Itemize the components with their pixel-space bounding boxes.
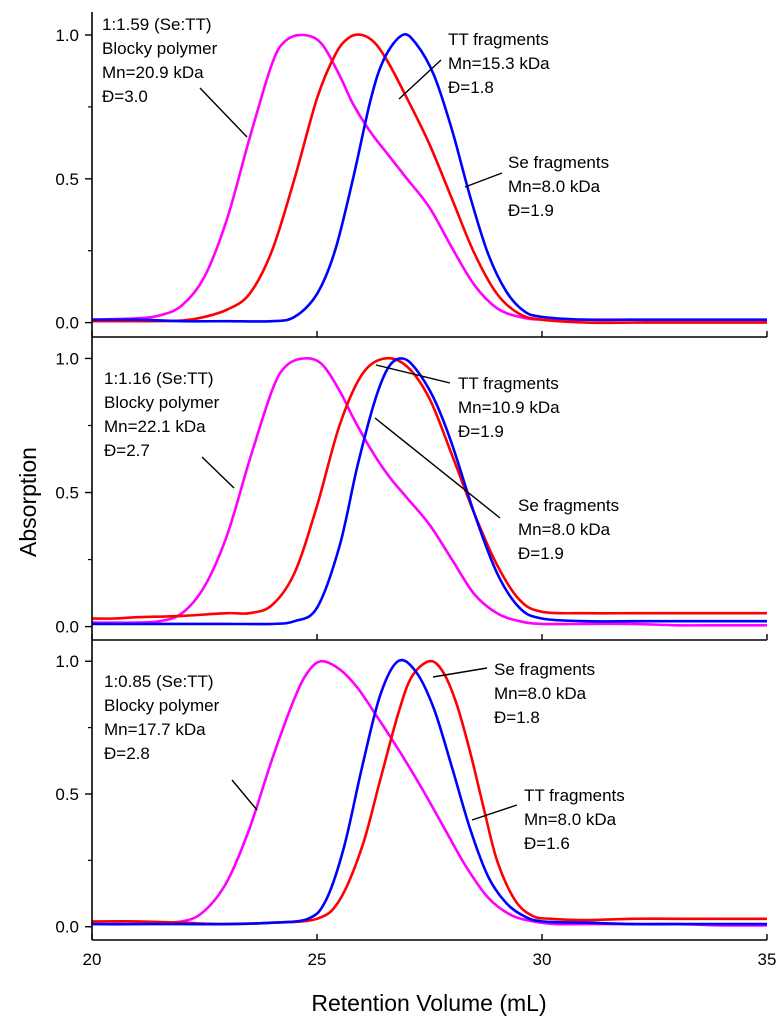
annotation-leader-line	[231, 779, 258, 811]
annotation-line: Blocky polymer	[104, 393, 220, 412]
annotation-line: Se fragments	[494, 660, 595, 679]
annotation-line: Mn=15.3 kDa	[448, 54, 550, 73]
annotation-line: Đ=1.9	[518, 544, 564, 563]
annotation-line: Mn=8.0 kDa	[524, 810, 617, 829]
y-tick-label: 0.0	[55, 618, 79, 637]
series-group	[92, 33, 767, 325]
annotation-line: Mn=8.0 kDa	[494, 684, 587, 703]
annotation: 1:0.85 (Se:TT) Blocky polymer Mn=17.7 kDa Đ…	[104, 672, 258, 811]
panel-3: 0.0 0.5 1.0 20 25 30 35 1:0.85 (Se:TT) Blocky po…	[55, 640, 776, 969]
annotation-leader-line	[374, 417, 501, 519]
annotation-line: 1:1.16 (Se:TT)	[104, 369, 214, 388]
annotation-line: Blocky polymer	[102, 39, 218, 58]
annotation-leader-line	[471, 804, 518, 821]
annotation: TT fragments Mn=10.9 kDa Đ=1.9	[375, 364, 560, 441]
annotation-line: Mn=10.9 kDa	[458, 398, 560, 417]
series-line-2	[92, 356, 767, 620]
annotation: Se fragments Mn=8.0 kDa Đ=1.8	[432, 660, 595, 727]
annotation-line: TT fragments	[458, 374, 559, 393]
series-line-3	[92, 658, 767, 926]
y-tick-label: 1.0	[55, 652, 79, 671]
series-group	[92, 658, 767, 927]
annotation-leader-line	[398, 59, 442, 100]
y-tick-label: 1.0	[55, 26, 79, 45]
annotation-line: TT fragments	[448, 30, 549, 49]
chart-panels: 0.0 0.5 1.0 1:1.59 (Se:TT) Blocky polymer Mn=…	[55, 12, 776, 969]
panel-2: 0.0 0.5 1.0 1:1.16 (Se:TT) Blocky polymer Mn=…	[55, 337, 768, 641]
annotation-line: Mn=17.7 kDa	[104, 720, 206, 739]
annotation-line: Se fragments	[508, 153, 609, 172]
annotation-line: Đ=2.7	[104, 441, 150, 460]
series-line-3	[92, 33, 767, 323]
x-tick-label: 20	[83, 950, 102, 969]
annotation-line: Mn=20.9 kDa	[102, 63, 204, 82]
series-line-3	[92, 357, 767, 626]
annotation-line: Mn=22.1 kDa	[104, 417, 206, 436]
annotation: 1:1.16 (Se:TT) Blocky polymer Mn=22.1 kDa Đ…	[104, 369, 235, 489]
annotation-line: Đ=1.6	[524, 834, 570, 853]
y-axis-title: Absorption	[15, 447, 41, 557]
annotation: TT fragments Mn=8.0 kDa Đ=1.6	[471, 786, 625, 853]
x-axis-title: Retention Volume (mL)	[311, 990, 546, 1016]
annotation-line: 1:0.85 (Se:TT)	[104, 672, 214, 691]
x-tick-label: 35	[758, 950, 777, 969]
annotation-line: 1:1.59 (Se:TT)	[102, 15, 212, 34]
x-tick-label: 25	[308, 950, 327, 969]
y-tick-label: 0.5	[55, 484, 79, 503]
annotation-leader-line	[375, 364, 451, 384]
annotation-leader-line	[464, 172, 503, 188]
y-tick-label: 1.0	[55, 349, 79, 368]
panel-1: 0.0 0.5 1.0 1:1.59 (Se:TT) Blocky polymer Mn=…	[55, 12, 768, 338]
annotation-leader-line	[201, 456, 235, 489]
y-tick-label: 0.0	[55, 918, 79, 937]
annotation-line: TT fragments	[524, 786, 625, 805]
annotation: Se fragments Mn=8.0 kDa Đ=1.9	[374, 417, 619, 563]
annotation: TT fragments Mn=15.3 kDa Đ=1.8	[398, 30, 550, 100]
y-tick-label: 0.0	[55, 314, 79, 333]
annotation-line: Mn=8.0 kDa	[518, 520, 611, 539]
series-group	[92, 356, 767, 627]
annotation-line: Đ=1.9	[458, 422, 504, 441]
series-line-1	[92, 357, 767, 627]
annotation-line: Đ=1.8	[448, 78, 494, 97]
annotation-leader-line	[199, 87, 248, 138]
y-tick-label: 0.5	[55, 170, 79, 189]
series-line-2	[92, 33, 767, 325]
x-tick-label: 30	[533, 950, 552, 969]
annotation-line: Đ=2.8	[104, 744, 150, 763]
y-tick-label: 0.5	[55, 785, 79, 804]
annotation-line: Se fragments	[518, 496, 619, 515]
annotation: Se fragments Mn=8.0 kDa Đ=1.9	[464, 153, 609, 220]
annotation-line: Đ=1.9	[508, 201, 554, 220]
annotation-leader-line	[432, 667, 488, 678]
annotation-line: Blocky polymer	[104, 696, 220, 715]
annotation-line: Đ=3.0	[102, 87, 148, 106]
annotation-line: Đ=1.8	[494, 708, 540, 727]
annotation-line: Mn=8.0 kDa	[508, 177, 601, 196]
series-line-1	[92, 659, 767, 927]
annotation: 1:1.59 (Se:TT) Blocky polymer Mn=20.9 kDa Đ…	[102, 15, 248, 138]
